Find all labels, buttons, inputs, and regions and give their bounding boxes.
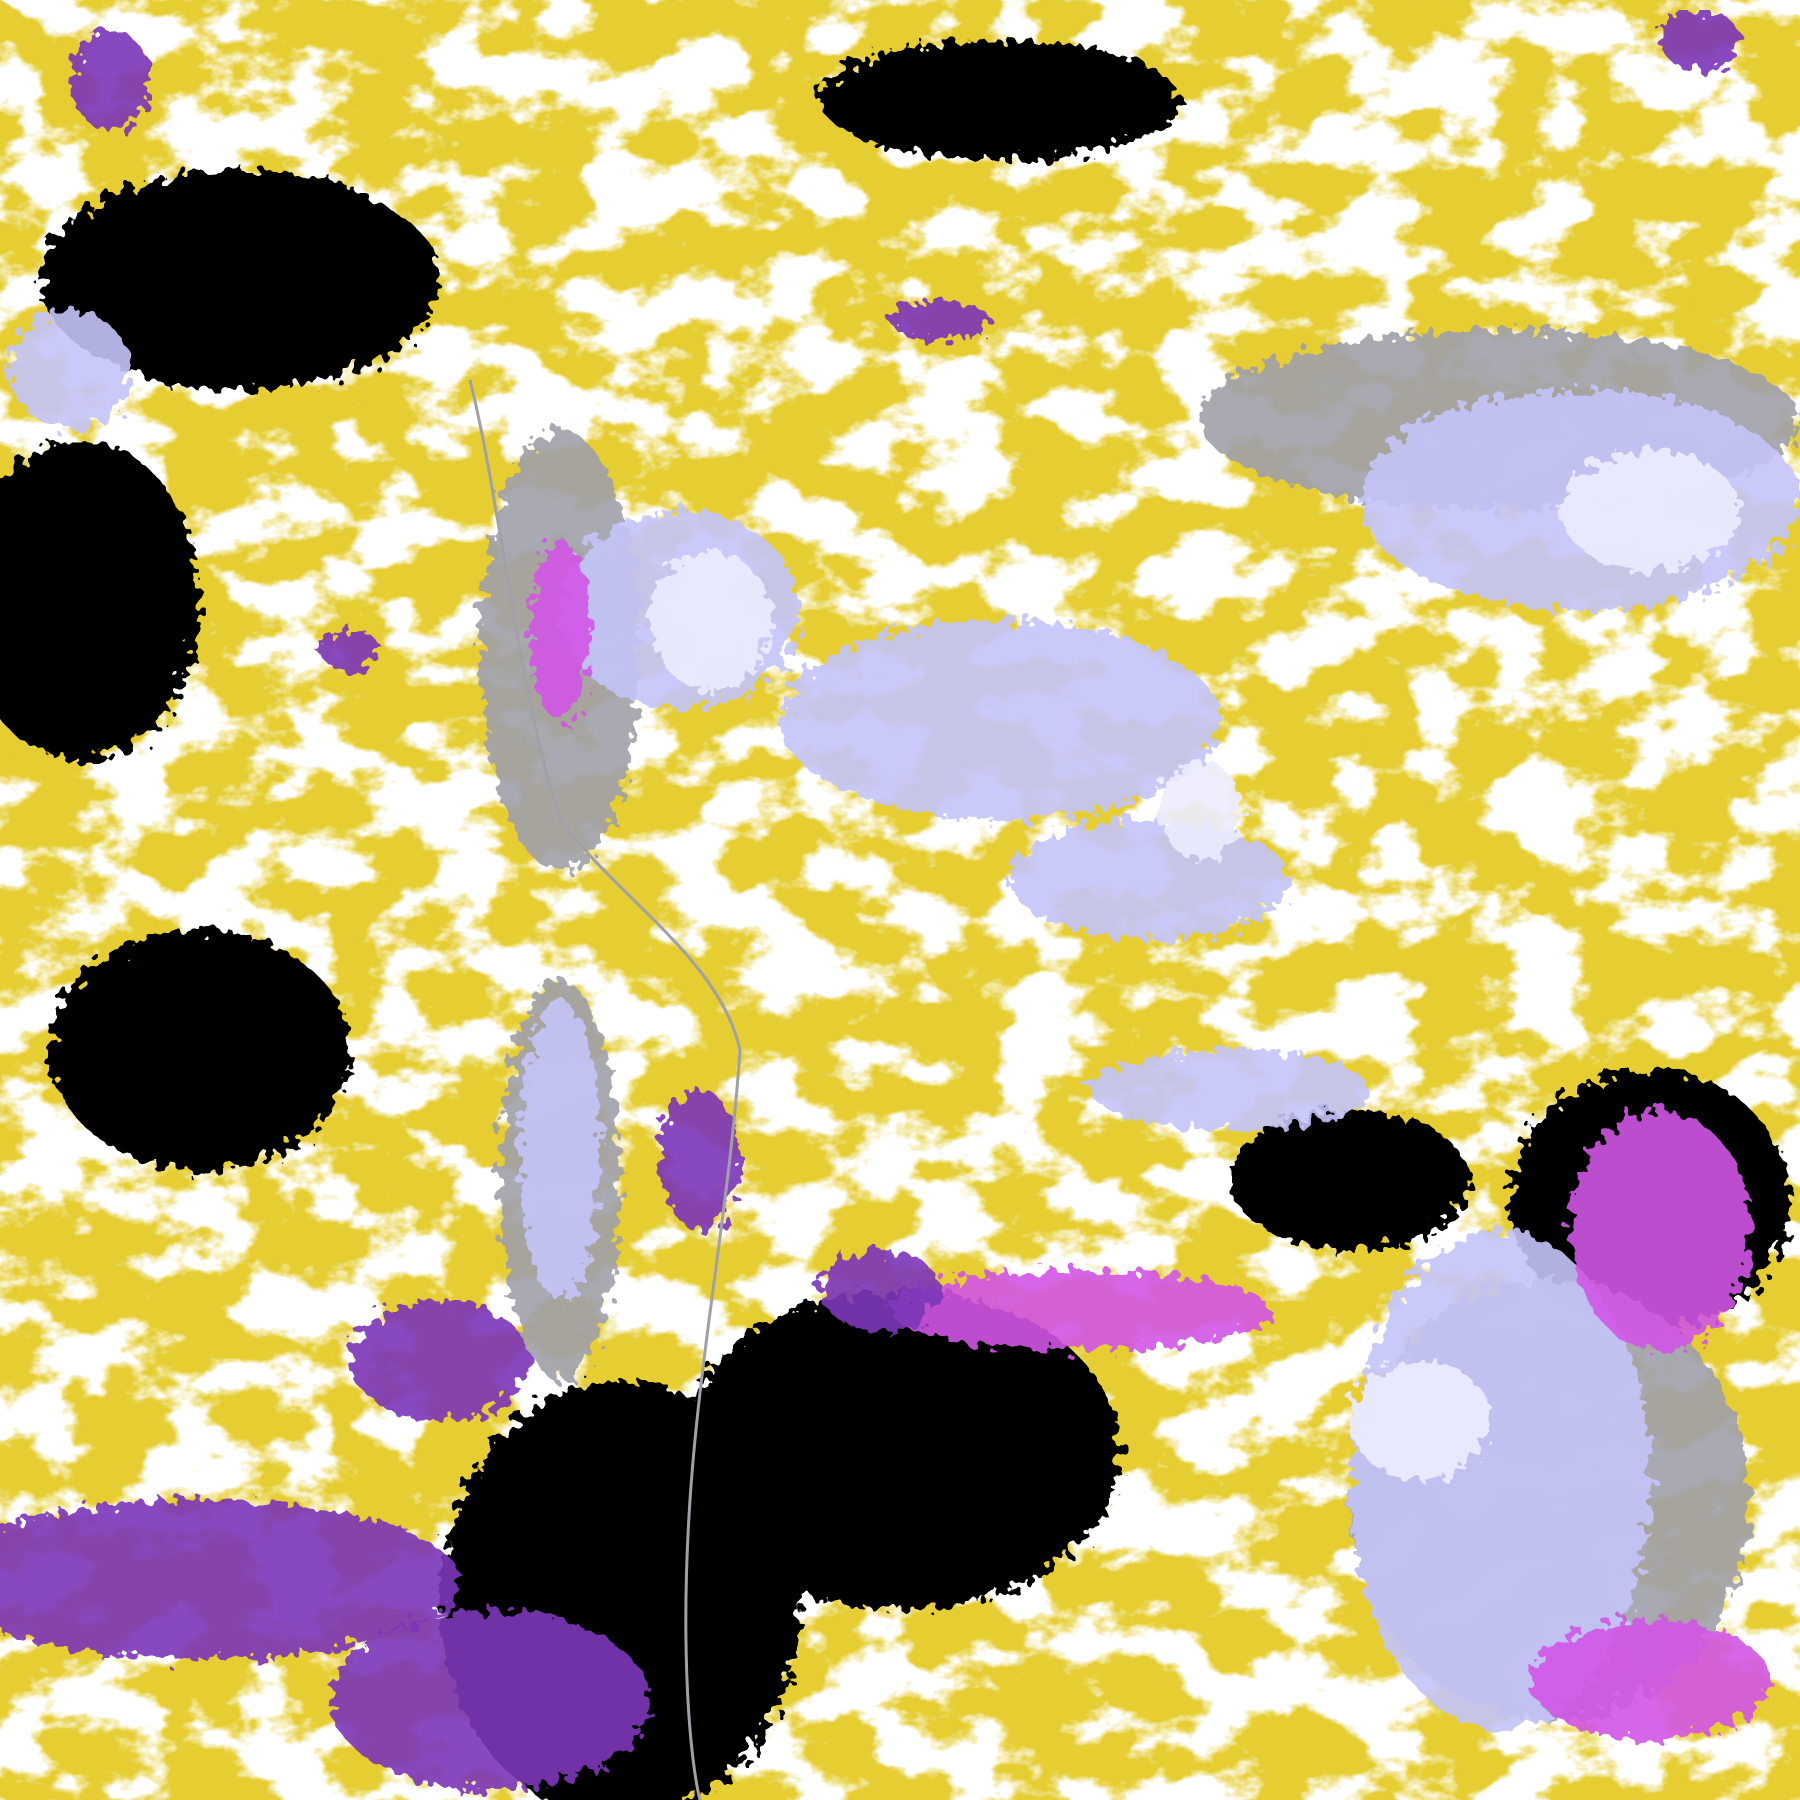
white-region (680, 1290, 1120, 1610)
magenta-region (890, 1270, 1270, 1350)
white-region (50, 930, 350, 1170)
purple-region (330, 1610, 650, 1790)
purple-region (0, 1500, 460, 1660)
purple-region (820, 1250, 940, 1330)
coastline (468, 379, 742, 1800)
pale-lavender-region (1560, 450, 1740, 570)
pale-lavender-region (650, 550, 770, 690)
white-region (1230, 1110, 1470, 1250)
purple-region (320, 630, 380, 670)
purple-region (1660, 10, 1740, 70)
cloud-classification-overlays (0, 10, 1800, 1800)
purple-region (890, 300, 990, 340)
pale-lavender-region (1350, 1360, 1490, 1480)
lavender-region (10, 310, 130, 430)
lavender-region (780, 620, 1220, 820)
lavender-region (1010, 820, 1290, 940)
white-region (820, 40, 1180, 160)
magenta-region (1530, 1620, 1770, 1740)
purple-region (70, 30, 150, 130)
magenta-region (1570, 1110, 1750, 1350)
pale-lavender-region (1160, 760, 1240, 860)
white-region (0, 440, 200, 760)
purple-region (350, 1300, 530, 1420)
purple-region (660, 1090, 740, 1230)
lavender-region (520, 1000, 600, 1300)
lavender-region (1090, 1050, 1370, 1130)
magenta-region (530, 540, 590, 720)
lavender-region (1350, 1230, 1650, 1730)
white-region (40, 170, 440, 390)
